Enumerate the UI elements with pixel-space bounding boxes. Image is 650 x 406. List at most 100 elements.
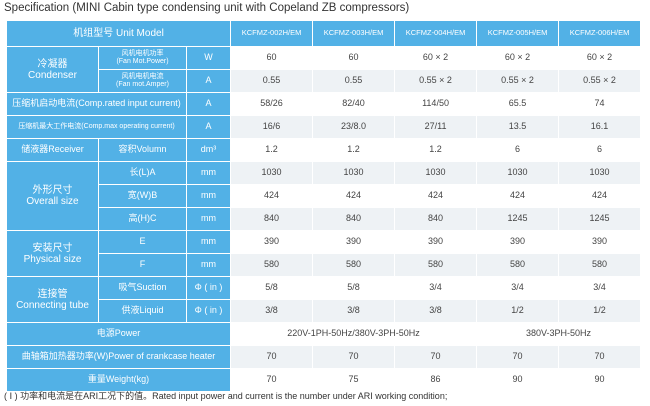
weight-label: 重量Weight(kg) [5,368,232,392]
value-cell: 60 × 2 [476,46,560,70]
value-cell: 70 [230,368,314,392]
value-cell: 1.2 [230,138,314,162]
dimension-label: 高(H)C [98,207,187,231]
value-cell: 0.55 × 2 [394,69,478,93]
receiver-sub-label: 容积Volumn [98,138,187,162]
power-row: 电源Power 220V-1PH-50Hz/380V-3PH-50Hz 380V… [5,322,642,346]
start-current-label: 压缩机启动电流(Comp.rated input current) [6,92,187,116]
value-cell: 86 [394,368,478,392]
condenser-fan-power-row: 冷凝器 Condenser 风机电机功率 (Fan Mot.Power) W 6… [6,46,642,93]
value-cell: 1245 [476,207,560,231]
liquid-label: 供液Liquid [98,299,187,323]
model-header: KCFMZ-002H/EM [230,20,314,47]
value-cell: 6 [558,138,642,162]
value-cell: 60 [230,46,314,70]
value-cell: 580 [394,253,478,277]
value-cell: 6 [476,138,560,162]
value-cell: 580 [230,253,314,277]
unit-cell: mm [185,253,232,277]
value-cell: 60 × 2 [558,46,642,70]
value-cell: 1/2 [558,299,642,323]
value-cell: 3/4 [394,276,478,300]
dimension-label: 宽(W)B [98,184,187,208]
dimension-row: 外形尺寸 Overall size 长(L)A mm 1030 1030 103… [6,161,642,231]
dimension-row: 高(H)C mm 840 840 840 1245 1245 [7,207,642,231]
footnote: ( Ⅰ ) 功率和电流是在ARI工况下的值。Rated input power … [4,391,448,401]
value-cell: 1030 [230,161,314,185]
connecting-tube-label: 连接管 Connecting tube [6,276,99,323]
header-row: 机组型号 Unit Model KCFMZ-002H/EM KCFMZ-003H… [5,20,642,47]
unit-model-label: 机组型号 Unit Model [5,20,232,47]
value-cell: 390 [394,230,478,254]
value-cell: 70 [394,345,478,369]
value-cell: 1.2 [394,138,478,162]
unit-cell: W [185,46,232,70]
start-current-row: 压缩机启动电流(Comp.rated input current) A 58/2… [6,92,642,116]
value-cell: 1/2 [476,299,560,323]
spec-table: 机组型号 Unit Model KCFMZ-002H/EM KCFMZ-003H… [5,20,642,392]
value-cell: 580 [558,253,642,277]
value-cell: 3/4 [558,276,642,300]
value-cell: 0.55 × 2 [558,69,642,93]
page-title: Specification (MINI Cabin type condensin… [4,2,410,14]
value-cell: 424 [230,184,314,208]
value-cell: 840 [394,207,478,231]
value-cell: 65.5 [476,92,560,116]
value-cell: 27/11 [394,115,478,139]
value-cell: 1.2 [312,138,396,162]
value-cell: 390 [230,230,314,254]
value-cell: 58/26 [230,92,314,116]
fan-power-label: 风机电机功率 (Fan Mot.Power) [98,46,187,70]
max-current-label: 压缩机最大工作电流(Comp.max operating current) [6,115,187,139]
installation-label: F [98,253,187,277]
unit-cell: A [185,92,232,116]
installation-row: 安装尺寸 Physical size E mm 390 390 390 390 … [6,230,642,277]
power-value-b: 380V-3PH-50Hz [476,322,642,346]
fan-current-label: 风机电机电流 (Fan mot.Amper) [98,69,187,93]
value-cell: 70 [476,345,560,369]
value-cell: 3/8 [230,299,314,323]
value-cell: 1030 [558,161,642,185]
value-cell: 580 [312,253,396,277]
connecting-row: 连接管 Connecting tube 吸气Suction Φ ( in ) 5… [6,276,642,323]
value-cell: 1245 [558,207,642,231]
value-cell: 5/8 [230,276,314,300]
value-cell: 5/8 [312,276,396,300]
condenser-fan-current-row: 风机电机电流 (Fan mot.Amper) A 0.55 0.55 0.55 … [7,69,642,93]
value-cell: 0.55 [230,69,314,93]
value-cell: 74 [558,92,642,116]
weight-row: 重量Weight(kg) 70 75 86 90 90 [5,368,642,392]
model-header: KCFMZ-004H/EM [394,20,478,47]
value-cell: 3/8 [312,299,396,323]
value-cell: 3/4 [476,276,560,300]
unit-cell: Φ ( in ) [185,276,232,300]
unit-cell: mm [185,207,232,231]
value-cell: 424 [394,184,478,208]
value-cell: 16.1 [558,115,642,139]
value-cell: 90 [476,368,560,392]
unit-cell: mm [185,230,232,254]
value-cell: 60 [312,46,396,70]
value-cell: 424 [558,184,642,208]
unit-cell: mm [185,161,232,185]
power-label: 电源Power [5,322,232,346]
value-cell: 1030 [476,161,560,185]
receiver-row: 储液器Receiver 容积Volumn dm³ 1.2 1.2 1.2 6 6 [6,138,642,162]
value-cell: 840 [230,207,314,231]
crankcase-row: 曲轴箱加热器功率(W)Power of crankcase heater 70 … [5,345,642,369]
value-cell: 75 [312,368,396,392]
connecting-row: 供液Liquid Φ ( in ) 3/8 3/8 3/8 1/2 1/2 [7,299,642,323]
value-cell: 90 [558,368,642,392]
max-current-row: 压缩机最大工作电流(Comp.max operating current) A … [6,115,642,139]
model-header: KCFMZ-006H/EM [558,20,642,47]
value-cell: 424 [476,184,560,208]
value-cell: 16/6 [230,115,314,139]
value-cell: 840 [312,207,396,231]
value-cell: 70 [558,345,642,369]
value-cell: 70 [230,345,314,369]
unit-cell: mm [185,184,232,208]
value-cell: 0.55 × 2 [476,69,560,93]
value-cell: 13.5 [476,115,560,139]
value-cell: 70 [312,345,396,369]
value-cell: 3/8 [394,299,478,323]
